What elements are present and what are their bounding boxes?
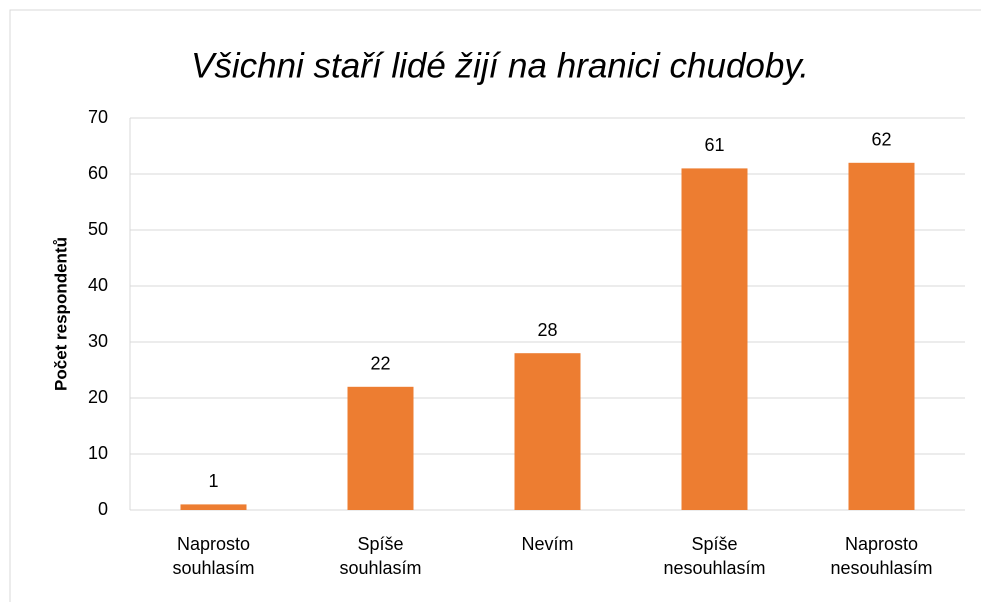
x-tick-label: Nevím — [521, 534, 574, 554]
y-tick-label: 20 — [88, 387, 108, 407]
x-tick-label: Naprosto souhlasím — [172, 534, 255, 578]
y-tick-label: 30 — [88, 331, 108, 351]
y-tick-label: 70 — [88, 107, 108, 127]
y-tick-label: 10 — [88, 443, 108, 463]
data-label: 1 — [208, 471, 218, 491]
data-label: 61 — [704, 135, 724, 155]
x-tick-label: Spíše souhlasím — [339, 534, 422, 578]
data-label: 28 — [537, 320, 557, 340]
y-tick-label: 50 — [88, 219, 108, 239]
bar — [681, 168, 748, 510]
chart-title: Všichni staří lidé žijí na hranici chudo… — [191, 46, 809, 85]
bar — [347, 386, 414, 510]
x-tick-label: Spíše nesouhlasím — [663, 534, 766, 578]
y-tick-label: 60 — [88, 163, 108, 183]
y-tick-label: 0 — [98, 499, 108, 519]
bar — [848, 162, 915, 511]
y-tick-label: 40 — [88, 275, 108, 295]
bar — [180, 504, 247, 510]
y-axis-label: Počet respondentů — [51, 237, 70, 391]
bar — [514, 353, 581, 510]
chart-border — [9, 9, 981, 602]
x-tick-label: Naprosto nesouhlasím — [830, 534, 933, 578]
data-label: 22 — [370, 354, 390, 374]
data-label: 62 — [871, 130, 891, 150]
